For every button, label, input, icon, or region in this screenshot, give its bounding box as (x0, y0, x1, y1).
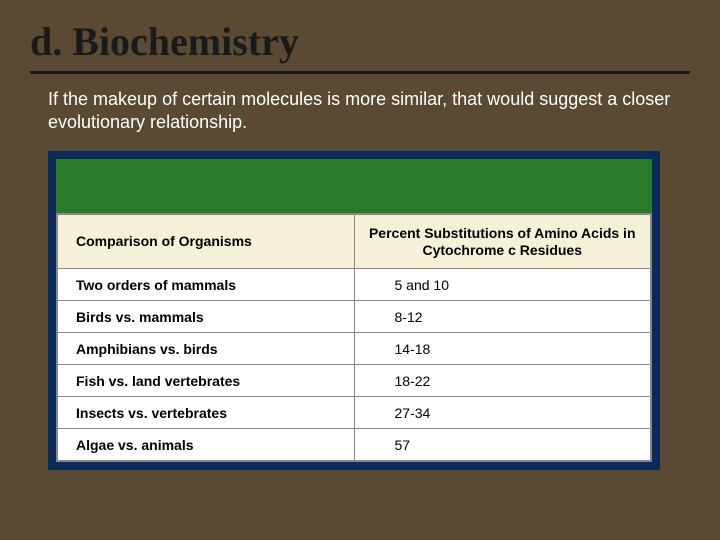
row-value: 18-22 (354, 365, 651, 397)
row-label: Insects vs. vertebrates (58, 397, 355, 429)
table-wrap: Comparison of Organisms Percent Substitu… (56, 213, 652, 463)
table-green-band (56, 159, 652, 213)
row-value: 5 and 10 (354, 269, 651, 301)
row-value: 14-18 (354, 333, 651, 365)
row-label: Fish vs. land vertebrates (58, 365, 355, 397)
row-value: 27-34 (354, 397, 651, 429)
title-underline (30, 71, 690, 74)
table-header-row: Comparison of Organisms Percent Substitu… (58, 214, 651, 269)
row-value: 57 (354, 429, 651, 461)
table-row: Birds vs. mammals 8-12 (58, 301, 651, 333)
col-header-percent: Percent Substitutions of Amino Acids in … (354, 214, 651, 269)
table-row: Two orders of mammals 5 and 10 (58, 269, 651, 301)
row-label: Algae vs. animals (58, 429, 355, 461)
col-header-comparison: Comparison of Organisms (58, 214, 355, 269)
row-label: Two orders of mammals (58, 269, 355, 301)
row-value: 8-12 (354, 301, 651, 333)
row-label: Birds vs. mammals (58, 301, 355, 333)
table-row: Amphibians vs. birds 14-18 (58, 333, 651, 365)
table-container: Comparison of Organisms Percent Substitu… (48, 151, 660, 471)
page-title: d. Biochemistry (0, 0, 720, 71)
row-label: Amphibians vs. birds (58, 333, 355, 365)
table-row: Algae vs. animals 57 (58, 429, 651, 461)
table-row: Fish vs. land vertebrates 18-22 (58, 365, 651, 397)
subtitle-text: If the makeup of certain molecules is mo… (0, 88, 720, 135)
comparison-table: Comparison of Organisms Percent Substitu… (57, 214, 651, 462)
table-row: Insects vs. vertebrates 27-34 (58, 397, 651, 429)
